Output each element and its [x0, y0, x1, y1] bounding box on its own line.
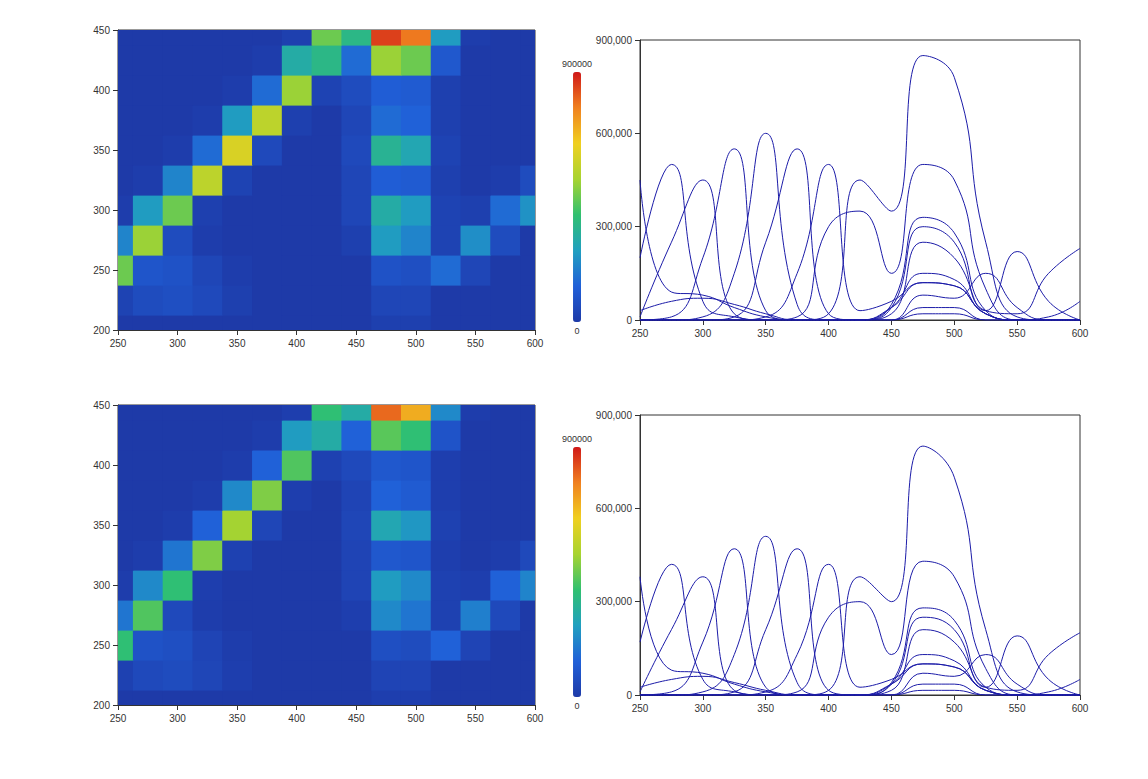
svg-text:300: 300	[695, 328, 712, 339]
svg-text:0: 0	[626, 690, 632, 701]
svg-text:550: 550	[467, 713, 484, 724]
svg-text:900,000: 900,000	[596, 410, 633, 421]
svg-text:400: 400	[288, 713, 305, 724]
svg-text:600: 600	[1072, 703, 1089, 714]
svg-text:400: 400	[820, 328, 837, 339]
svg-text:350: 350	[229, 338, 246, 349]
svg-text:250: 250	[632, 703, 649, 714]
svg-text:250: 250	[632, 328, 649, 339]
svg-text:900000: 900000	[562, 434, 592, 444]
svg-text:550: 550	[1009, 328, 1026, 339]
svg-text:350: 350	[757, 328, 774, 339]
svg-text:450: 450	[348, 713, 365, 724]
svg-text:0: 0	[626, 315, 632, 326]
svg-text:500: 500	[408, 713, 425, 724]
svg-text:350: 350	[229, 713, 246, 724]
svg-text:300,000: 300,000	[596, 221, 633, 232]
svg-text:400: 400	[93, 460, 110, 471]
svg-text:200: 200	[93, 700, 110, 711]
svg-text:0: 0	[575, 326, 580, 336]
svg-text:450: 450	[348, 338, 365, 349]
svg-text:0: 0	[575, 701, 580, 711]
svg-text:600: 600	[1072, 328, 1089, 339]
svg-text:900000: 900000	[562, 59, 592, 69]
svg-text:300: 300	[169, 338, 186, 349]
svg-text:350: 350	[757, 703, 774, 714]
svg-text:300,000: 300,000	[596, 596, 633, 607]
svg-text:350: 350	[93, 520, 110, 531]
svg-text:500: 500	[946, 703, 963, 714]
svg-text:600: 600	[527, 713, 544, 724]
svg-text:550: 550	[467, 338, 484, 349]
svg-text:250: 250	[93, 640, 110, 651]
svg-text:450: 450	[883, 328, 900, 339]
svg-text:300: 300	[695, 703, 712, 714]
svg-text:600,000: 600,000	[596, 503, 633, 514]
svg-text:600,000: 600,000	[596, 128, 633, 139]
svg-text:250: 250	[110, 338, 127, 349]
svg-text:450: 450	[93, 400, 110, 411]
svg-text:900,000: 900,000	[596, 35, 633, 46]
svg-text:500: 500	[408, 338, 425, 349]
svg-text:300: 300	[93, 205, 110, 216]
svg-text:450: 450	[93, 25, 110, 36]
svg-text:200: 200	[93, 325, 110, 336]
svg-text:300: 300	[169, 713, 186, 724]
svg-text:250: 250	[93, 265, 110, 276]
svg-text:400: 400	[820, 703, 837, 714]
svg-text:350: 350	[93, 145, 110, 156]
svg-text:500: 500	[946, 328, 963, 339]
svg-text:400: 400	[93, 85, 110, 96]
svg-text:550: 550	[1009, 703, 1026, 714]
svg-text:450: 450	[883, 703, 900, 714]
svg-text:250: 250	[110, 713, 127, 724]
svg-text:600: 600	[527, 338, 544, 349]
svg-text:400: 400	[288, 338, 305, 349]
svg-text:300: 300	[93, 580, 110, 591]
